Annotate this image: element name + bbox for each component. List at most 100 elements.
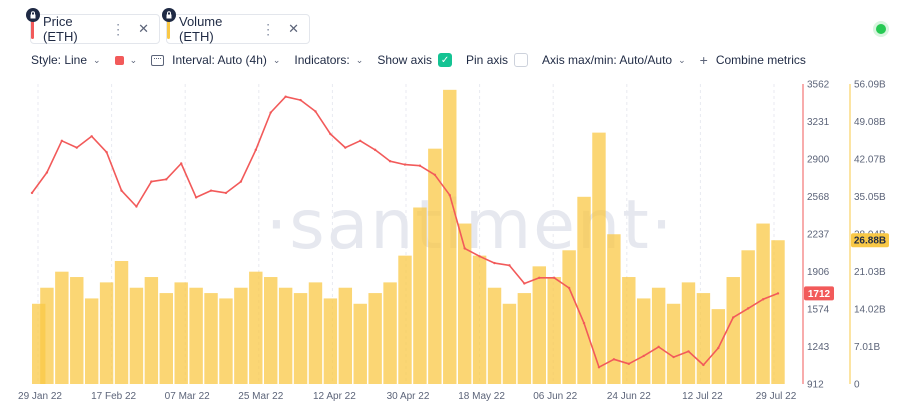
price-point: [254, 148, 257, 152]
close-icon[interactable]: ✕: [138, 21, 149, 36]
volume-bar: [756, 223, 770, 384]
color-swatch: [114, 55, 124, 65]
indicators-label: Indicators:: [294, 53, 350, 67]
price-point: [299, 98, 302, 102]
volume-bar: [592, 132, 606, 384]
volume-bar: [651, 287, 666, 384]
volume-bar: [219, 298, 233, 384]
volume-bar: [234, 287, 248, 384]
color-picker[interactable]: ⌄: [114, 55, 137, 66]
axis-maxmin-label: Axis max/min: Auto/Auto: [542, 53, 673, 67]
axes: 29 Jan 22 17 Feb 22 07 Mar 22 25 Mar 22 12 A…: [18, 80, 889, 402]
price-point: [687, 350, 690, 353]
show-axis-label: Show axis: [377, 53, 433, 67]
current-volume-tag: [851, 233, 889, 248]
price-point: [120, 189, 123, 192]
combine-metrics-button[interactable]: + Combine metrics: [700, 52, 806, 68]
volume-bar: [517, 293, 532, 384]
show-axis-toggle[interactable]: Show axis ✓: [377, 53, 453, 67]
price-color-marker: [31, 19, 34, 39]
close-icon[interactable]: ✕: [288, 21, 299, 36]
calendar-icon: [151, 54, 165, 66]
current-volume-label: 26.88B: [854, 236, 886, 247]
price-point: [746, 307, 750, 310]
checkbox-checked-icon[interactable]: ✓: [438, 53, 453, 67]
interval-dropdown[interactable]: Interval: Auto (4h) ⌄: [151, 53, 280, 67]
chevron-down-icon: ⌄: [93, 54, 101, 65]
indicators-dropdown[interactable]: Indicators: ⌄: [294, 53, 363, 67]
volume-bar: [159, 293, 173, 384]
price-point: [597, 366, 601, 369]
price-point: [388, 160, 392, 163]
axis-maxmin-dropdown[interactable]: Axis max/min: Auto/Auto ⌄: [542, 53, 686, 67]
volume-bar: [99, 282, 114, 384]
x-tick-label: 12 Apr 22: [313, 391, 356, 402]
combine-metrics-label: Combine metrics: [715, 53, 806, 67]
volume-bar: [278, 287, 293, 384]
volume-color-marker: [167, 19, 170, 39]
volume-bar: [666, 303, 681, 384]
volume-series: [32, 89, 785, 384]
price-point: [373, 148, 377, 152]
volume-tick-label: 14.02B: [854, 305, 886, 316]
price-point: [314, 110, 317, 113]
price-point: [433, 173, 437, 176]
volume-bar: [293, 293, 308, 384]
volume-bar: [622, 277, 636, 384]
price-point: [553, 276, 556, 280]
price-point: [75, 146, 78, 149]
price-point: [463, 247, 466, 250]
price-point: [329, 132, 332, 136]
price-point: [612, 358, 616, 361]
volume-tick-label: 0: [854, 380, 860, 391]
volume-bar: [84, 298, 99, 384]
more-icon[interactable]: ⋮: [261, 20, 275, 37]
volume-bar: [771, 240, 785, 384]
volume-bar: [547, 277, 561, 384]
volume-tick-label: 7.01B: [854, 342, 880, 353]
price-point: [582, 321, 586, 325]
chart-toolbar: Style: Line ⌄ ⌄ Interval: Auto (4h) ⌄ In…: [31, 52, 820, 68]
volume-bar: [577, 196, 591, 384]
volume-bar: [383, 282, 397, 384]
price-point: [448, 193, 451, 197]
price-point: [567, 286, 571, 290]
chevron-down-icon: ⌄: [678, 54, 686, 65]
price-point: [657, 345, 660, 349]
price-tick-label: 3562: [807, 80, 830, 91]
price-point: [90, 135, 93, 138]
volume-tick-label: 21.03B: [854, 267, 886, 278]
price-point: [672, 355, 675, 359]
volume-bar: [696, 293, 711, 384]
x-tick-label: 12 Jul 22: [682, 391, 723, 402]
volume-tick-label: 56.09B: [854, 80, 886, 91]
metric-tab-price[interactable]: Price (ETH) ⋮ ✕: [26, 8, 160, 44]
current-price-tag: [804, 286, 834, 301]
volume-bar: [368, 293, 382, 384]
x-tick-label: 29 Jul 22: [756, 391, 797, 402]
metric-tab-volume[interactable]: Volume (ETH) ⋮ ✕: [162, 8, 310, 44]
price-point: [702, 363, 705, 367]
volume-bar: [428, 148, 442, 384]
volume-bar: [204, 293, 218, 384]
volume-bar: [607, 234, 621, 384]
volume-tick-label: 49.08B: [854, 117, 886, 128]
price-point: [418, 164, 422, 167]
more-icon[interactable]: ⋮: [111, 20, 125, 37]
style-dropdown[interactable]: Style: Line ⌄: [31, 53, 101, 67]
interval-label: Interval: Auto (4h): [172, 53, 267, 67]
volume-bar: [308, 282, 323, 384]
price-point: [165, 178, 168, 181]
volume-bar: [174, 282, 188, 384]
price-point: [642, 354, 645, 358]
checkbox-empty-icon[interactable]: [514, 53, 529, 67]
price-point: [627, 362, 630, 366]
price-point: [194, 196, 198, 199]
volume-bar: [726, 277, 740, 384]
price-point: [344, 146, 347, 149]
price-point: [209, 189, 213, 192]
pin-axis-toggle[interactable]: Pin axis: [466, 53, 529, 67]
x-tick-label: 17 Feb 22: [91, 391, 136, 402]
price-point: [269, 111, 272, 114]
